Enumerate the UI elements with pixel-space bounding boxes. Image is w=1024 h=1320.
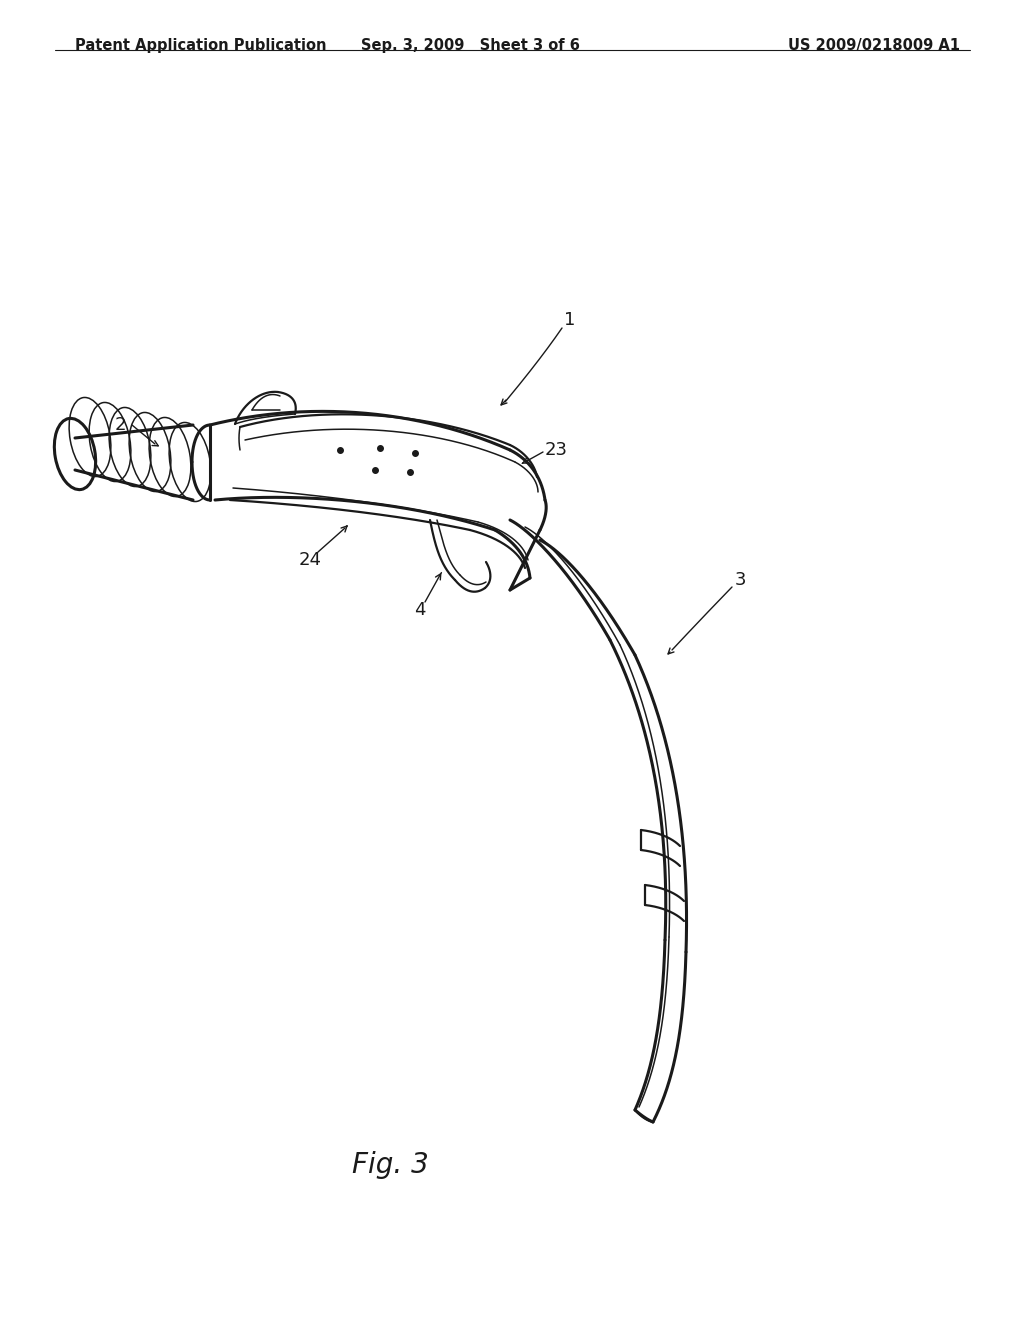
- Text: Patent Application Publication: Patent Application Publication: [75, 38, 327, 53]
- Text: Fig. 3: Fig. 3: [351, 1151, 428, 1179]
- Text: 24: 24: [299, 550, 322, 569]
- Text: 23: 23: [545, 441, 568, 459]
- Text: 1: 1: [564, 312, 575, 329]
- Text: 4: 4: [415, 601, 426, 619]
- Text: Sep. 3, 2009   Sheet 3 of 6: Sep. 3, 2009 Sheet 3 of 6: [360, 38, 580, 53]
- Text: 3: 3: [734, 572, 745, 589]
- Text: 2: 2: [115, 416, 126, 434]
- Text: US 2009/0218009 A1: US 2009/0218009 A1: [788, 38, 961, 53]
